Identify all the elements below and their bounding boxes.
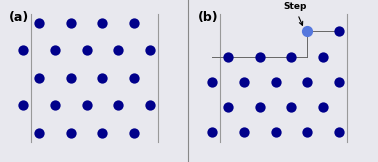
Text: (b): (b) xyxy=(198,11,219,24)
Point xyxy=(209,80,215,83)
Point xyxy=(36,76,42,79)
Point xyxy=(147,104,153,106)
Point xyxy=(273,130,279,133)
Point xyxy=(115,49,121,52)
Point xyxy=(336,30,342,33)
Point xyxy=(304,30,310,33)
Point xyxy=(36,131,42,134)
Point xyxy=(257,55,263,58)
Point xyxy=(241,130,247,133)
Point xyxy=(336,80,342,83)
Point xyxy=(257,105,263,108)
Point xyxy=(288,55,294,58)
Point xyxy=(99,131,105,134)
Point xyxy=(68,22,74,24)
Point xyxy=(131,76,137,79)
Point xyxy=(131,131,137,134)
Point xyxy=(320,105,326,108)
Point xyxy=(304,80,310,83)
Point xyxy=(36,22,42,24)
Point xyxy=(225,105,231,108)
Point xyxy=(209,130,215,133)
Text: (a): (a) xyxy=(9,11,29,24)
Point xyxy=(52,49,58,52)
Point xyxy=(147,49,153,52)
Point xyxy=(68,131,74,134)
Point xyxy=(52,104,58,106)
Point xyxy=(99,76,105,79)
Point xyxy=(241,80,247,83)
Point xyxy=(304,130,310,133)
Point xyxy=(320,55,326,58)
Point xyxy=(336,130,342,133)
Point xyxy=(68,76,74,79)
Point xyxy=(84,49,90,52)
Point xyxy=(131,22,137,24)
Point xyxy=(273,80,279,83)
Point xyxy=(115,104,121,106)
Point xyxy=(84,104,90,106)
Point xyxy=(99,22,105,24)
Point xyxy=(20,49,26,52)
Point xyxy=(288,105,294,108)
Point xyxy=(20,104,26,106)
Point xyxy=(225,55,231,58)
Text: Step: Step xyxy=(283,2,306,25)
